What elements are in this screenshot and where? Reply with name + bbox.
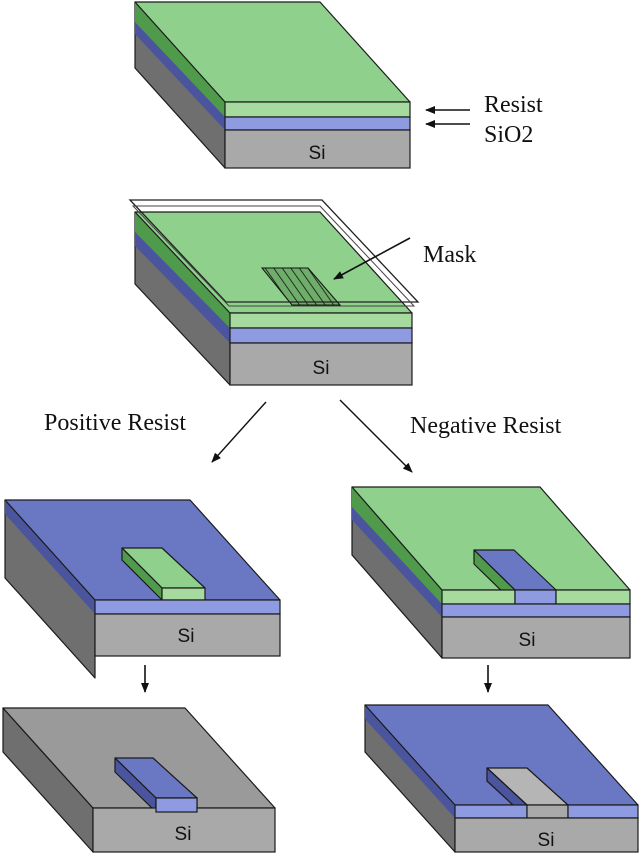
resist-block-front xyxy=(161,587,206,601)
positive-resist-label: Positive Resist xyxy=(44,410,186,436)
resist-layer-right xyxy=(555,589,631,605)
oxide-layer-right xyxy=(567,804,639,819)
mask-plate xyxy=(128,199,420,303)
si-label: Si xyxy=(538,830,555,851)
resist-layer-left xyxy=(441,589,516,605)
si-substrate xyxy=(94,613,281,657)
oxide-side-face xyxy=(365,705,455,818)
resist-layer xyxy=(224,101,411,118)
negative-etched-stack: Si xyxy=(364,704,639,853)
si-label: Si xyxy=(175,824,192,845)
negative-branch-arrow xyxy=(339,399,413,473)
oxide-layer xyxy=(229,327,413,344)
oxide-side-face xyxy=(352,507,442,617)
mask-pointer-arrow xyxy=(333,237,411,280)
si-label: Si xyxy=(309,143,326,164)
negative-resist-label: Negative Resist xyxy=(410,413,562,439)
oxide-layer xyxy=(224,116,411,131)
oxide-layer xyxy=(94,599,281,615)
mask-plate-edge xyxy=(131,205,416,307)
positive-etched-stack: Si xyxy=(2,707,276,853)
si-substrate xyxy=(441,616,631,659)
si-substrate xyxy=(92,807,276,853)
si-substrate xyxy=(224,129,411,169)
positive-branch-arrow xyxy=(211,401,267,463)
resist-label: Resist xyxy=(484,92,543,118)
oxide-side-face xyxy=(135,232,230,343)
wafer-stack-with-mask: Si xyxy=(128,199,420,386)
trench-exposed-si xyxy=(526,804,569,819)
negative-developed-stack: Si xyxy=(351,486,631,659)
oxide-island-front-overlay xyxy=(155,797,198,813)
resist-layer xyxy=(229,312,413,329)
trench-exposed-oxide xyxy=(514,589,557,605)
si-label: Si xyxy=(313,358,330,379)
si-label: Si xyxy=(178,626,195,647)
oxide-side-face xyxy=(135,22,225,130)
oxide-side-face xyxy=(5,500,95,614)
positive-developed-stack: Si xyxy=(4,499,281,679)
wafer-stack-initial: Si xyxy=(134,1,411,169)
mask-pattern-area xyxy=(260,267,342,306)
resist-side-face xyxy=(135,2,225,117)
oxide-layer xyxy=(441,603,631,618)
mask-label: Mask xyxy=(423,242,476,268)
si-substrate xyxy=(229,342,413,386)
sio2-label: SiO2 xyxy=(484,122,533,148)
si-substrate xyxy=(454,817,639,853)
resist-side-face xyxy=(135,212,230,328)
si-label: Si xyxy=(519,630,536,651)
oxide-layer-left xyxy=(454,804,528,819)
resist-side-face xyxy=(352,487,442,604)
